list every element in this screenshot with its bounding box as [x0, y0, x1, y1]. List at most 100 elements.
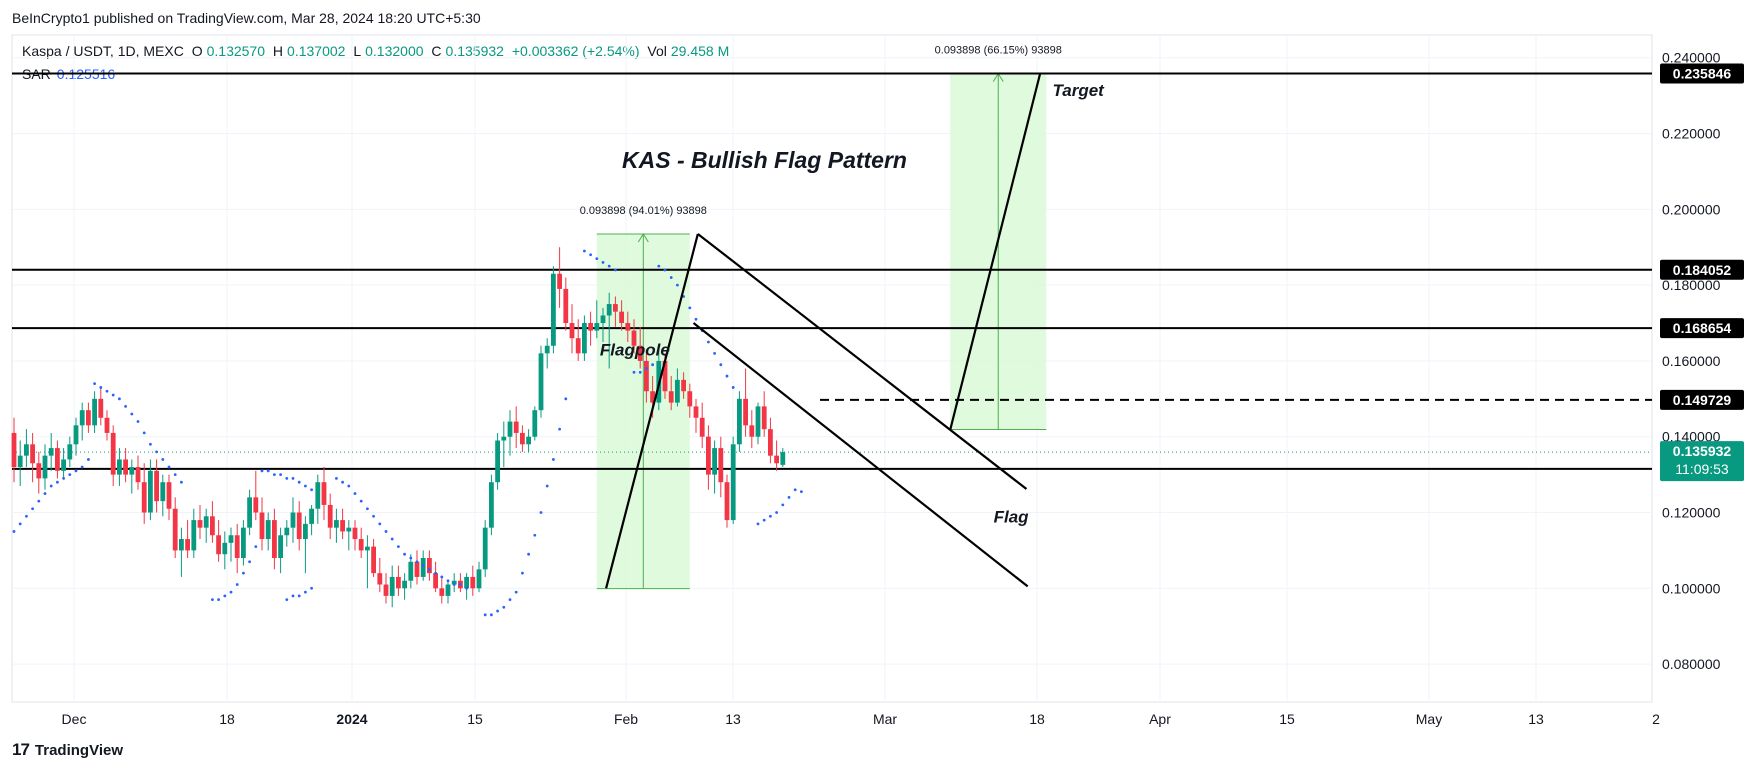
candle-body[interactable]: [675, 379, 680, 403]
candle-body[interactable]: [427, 557, 432, 574]
candle-body[interactable]: [259, 512, 265, 540]
candle-body[interactable]: [92, 398, 97, 426]
candle-body[interactable]: [148, 470, 153, 513]
candle-body[interactable]: [755, 406, 761, 437]
candle-body[interactable]: [296, 512, 302, 540]
candle-body[interactable]: [588, 323, 593, 331]
candle-body[interactable]: [414, 561, 420, 577]
candle-body[interactable]: [749, 425, 755, 437]
candle-body[interactable]: [445, 584, 451, 596]
candle-body[interactable]: [730, 444, 736, 521]
candle-body[interactable]: [377, 573, 383, 585]
candle-body[interactable]: [451, 580, 457, 585]
candle-body[interactable]: [780, 452, 786, 465]
candle-body[interactable]: [17, 455, 23, 468]
candle-body[interactable]: [48, 448, 54, 456]
candle-body[interactable]: [650, 391, 655, 403]
candle-body[interactable]: [563, 288, 569, 324]
candle-body[interactable]: [67, 444, 73, 460]
candle-body[interactable]: [365, 546, 370, 551]
candle-body[interactable]: [712, 448, 717, 475]
candle-body[interactable]: [166, 482, 172, 509]
candle-body[interactable]: [582, 323, 587, 354]
candle-body[interactable]: [774, 455, 779, 464]
candle-body[interactable]: [482, 527, 488, 570]
candle-body[interactable]: [303, 523, 308, 540]
candle-body[interactable]: [253, 497, 259, 513]
candle-body[interactable]: [625, 323, 631, 331]
candle-body[interactable]: [216, 535, 221, 555]
candle-body[interactable]: [681, 379, 686, 392]
candle-body[interactable]: [606, 304, 612, 316]
candle-body[interactable]: [439, 588, 445, 596]
candle-body[interactable]: [241, 527, 246, 558]
candle-body[interactable]: [290, 512, 296, 528]
candle-body[interactable]: [724, 482, 730, 521]
candle-body[interactable]: [42, 455, 48, 479]
flagpole-line[interactable]: [605, 233, 699, 589]
candle-body[interactable]: [117, 459, 122, 475]
candle-body[interactable]: [86, 410, 91, 426]
candle-body[interactable]: [210, 516, 215, 536]
candle-body[interactable]: [538, 353, 544, 411]
candle-body[interactable]: [718, 448, 724, 483]
candle-body[interactable]: [321, 482, 327, 505]
candle-body[interactable]: [544, 345, 550, 354]
candle-body[interactable]: [309, 508, 314, 524]
candle-body[interactable]: [129, 467, 135, 475]
candle-body[interactable]: [575, 338, 581, 354]
candle-body[interactable]: [761, 406, 767, 430]
candle-body[interactable]: [11, 432, 17, 468]
candle-body[interactable]: [476, 569, 482, 589]
candle-body[interactable]: [36, 463, 42, 479]
candle-body[interactable]: [495, 440, 500, 483]
candle-body[interactable]: [371, 546, 376, 574]
footer-brand[interactable]: 17 TradingView: [12, 740, 123, 760]
candle-body[interactable]: [98, 398, 104, 418]
symbol-label[interactable]: Kaspa / USDT, 1D, MEXC: [22, 43, 184, 59]
candle-body[interactable]: [160, 482, 166, 502]
candle-body[interactable]: [104, 417, 110, 433]
target-line[interactable]: [949, 73, 1042, 431]
candle-body[interactable]: [743, 398, 748, 426]
candle-body[interactable]: [687, 391, 693, 407]
candle-body[interactable]: [402, 580, 407, 589]
candle-body[interactable]: [315, 482, 321, 509]
candle-body[interactable]: [61, 459, 66, 471]
candle-body[interactable]: [278, 535, 283, 558]
candle-body[interactable]: [644, 360, 649, 392]
candle-body[interactable]: [228, 535, 234, 543]
candle-body[interactable]: [501, 436, 507, 441]
candle-body[interactable]: [197, 520, 203, 528]
candle-body[interactable]: [334, 520, 339, 528]
candle-body[interactable]: [346, 527, 352, 532]
candle-body[interactable]: [234, 535, 240, 558]
candle-body[interactable]: [141, 482, 147, 513]
candle-body[interactable]: [185, 539, 190, 551]
candle-body[interactable]: [594, 323, 600, 331]
candle-body[interactable]: [470, 576, 476, 589]
candle-body[interactable]: [396, 576, 401, 589]
candle-body[interactable]: [110, 432, 116, 475]
flag-upper-line[interactable]: [697, 233, 1028, 490]
candle-body[interactable]: [203, 516, 209, 528]
candle-body[interactable]: [191, 520, 197, 551]
candle-body[interactable]: [358, 539, 364, 551]
candle-body[interactable]: [706, 436, 711, 475]
candle-body[interactable]: [340, 520, 345, 532]
candle-body[interactable]: [135, 467, 141, 483]
candle-body[interactable]: [737, 398, 742, 445]
candle-body[interactable]: [172, 508, 178, 551]
candle-body[interactable]: [768, 429, 773, 456]
candle-body[interactable]: [420, 557, 426, 577]
candle-body[interactable]: [79, 410, 85, 426]
candle-body[interactable]: [631, 330, 637, 346]
candle-body[interactable]: [389, 576, 395, 596]
candle-body[interactable]: [327, 504, 333, 528]
candle-body[interactable]: [55, 448, 60, 471]
candle-body[interactable]: [123, 459, 128, 475]
candle-body[interactable]: [600, 315, 606, 324]
candle-body[interactable]: [352, 527, 358, 540]
candle-body[interactable]: [693, 406, 699, 418]
